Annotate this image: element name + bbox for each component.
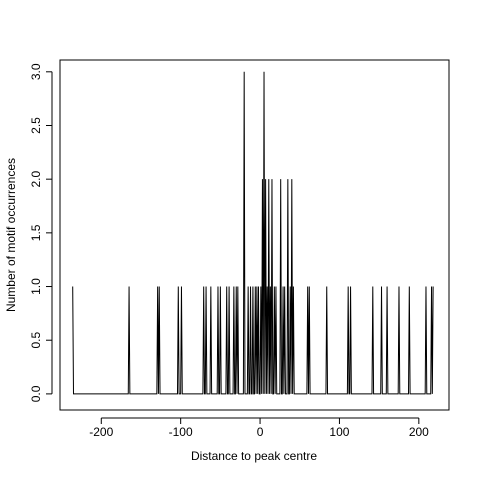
y-tick-label: 2.5: [29, 117, 43, 134]
x-tick-label: -100: [169, 425, 193, 439]
y-tick-label: 1.0: [29, 278, 43, 295]
y-tick-label: 0.0: [29, 385, 43, 402]
x-axis-label: Distance to peak centre: [191, 449, 317, 463]
x-tick-label: -200: [89, 425, 113, 439]
y-tick-label: 0.5: [29, 332, 43, 349]
line-series: [72, 71, 434, 395]
x-tick-label: 0: [257, 425, 264, 439]
y-tick-label: 2.0: [29, 171, 43, 188]
x-tick-label: 100: [329, 425, 349, 439]
y-axis-label: Number of motif occurrences: [4, 158, 18, 312]
x-tick-label: 200: [409, 425, 429, 439]
plot-box: [59, 59, 450, 411]
y-tick-label: 3.0: [29, 63, 43, 80]
y-tick-label: 1.5: [29, 224, 43, 241]
